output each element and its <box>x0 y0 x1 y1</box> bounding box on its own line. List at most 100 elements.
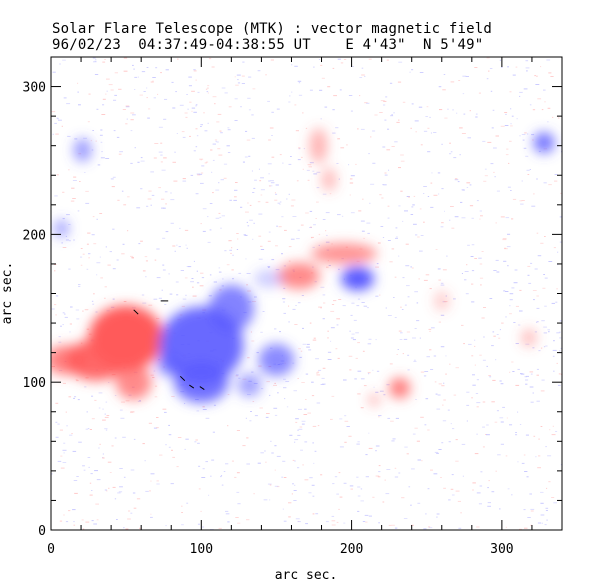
noise-speckle <box>127 196 130 198</box>
noise-speckle <box>555 301 558 303</box>
noise-speckle <box>316 402 321 404</box>
noise-speckle <box>330 327 335 329</box>
noise-speckle <box>221 285 224 287</box>
noise-speckle <box>322 193 327 195</box>
noise-speckle <box>474 67 478 68</box>
noise-speckle <box>207 216 209 218</box>
noise-speckle <box>404 304 407 306</box>
noise-speckle <box>379 112 383 113</box>
noise-speckle <box>156 248 160 250</box>
noise-speckle <box>269 127 274 129</box>
noise-speckle <box>427 429 430 431</box>
noise-speckle <box>282 301 285 303</box>
noise-speckle <box>87 232 91 234</box>
noise-speckle <box>202 468 205 470</box>
noise-speckle <box>332 109 335 111</box>
noise-speckle <box>373 386 375 388</box>
noise-speckle <box>76 318 80 320</box>
noise-speckle <box>292 459 295 461</box>
noise-speckle <box>348 95 353 96</box>
noise-speckle <box>274 192 276 194</box>
noise-speckle <box>117 492 121 494</box>
noise-speckle <box>273 384 277 386</box>
noise-speckle <box>227 425 229 427</box>
noise-speckle <box>436 408 441 410</box>
noise-speckle <box>499 417 504 419</box>
noise-speckle <box>506 246 511 248</box>
noise-speckle <box>337 357 340 359</box>
noise-speckle <box>320 474 323 476</box>
noise-speckle <box>372 130 376 132</box>
noise-speckle <box>315 218 317 219</box>
noise-speckle <box>246 221 248 223</box>
noise-speckle <box>277 202 281 204</box>
noise-speckle <box>411 468 415 470</box>
noise-speckle <box>421 460 423 462</box>
positive-polarity-region <box>115 364 152 400</box>
noise-speckle <box>231 460 234 462</box>
noise-speckle <box>449 219 451 221</box>
noise-speckle <box>523 88 528 90</box>
noise-speckle <box>470 256 474 257</box>
noise-speckle <box>349 194 351 196</box>
noise-speckle <box>385 493 390 495</box>
noise-speckle <box>290 238 295 240</box>
noise-speckle <box>472 489 474 491</box>
noise-speckle <box>346 426 350 427</box>
noise-speckle <box>105 429 108 431</box>
noise-speckle <box>63 97 67 99</box>
positive-polarity-region <box>389 377 411 399</box>
noise-speckle <box>460 512 462 514</box>
noise-speckle <box>310 236 314 238</box>
noise-speckle <box>62 191 65 193</box>
noise-speckle <box>411 206 414 208</box>
noise-speckle <box>443 399 446 401</box>
noise-speckle <box>125 528 129 530</box>
noise-speckle <box>536 368 539 370</box>
noise-speckle <box>251 170 253 172</box>
noise-speckle <box>61 242 63 244</box>
noise-speckle <box>505 217 510 219</box>
noise-speckle <box>383 104 386 106</box>
noise-speckle <box>519 95 521 97</box>
noise-speckle <box>186 94 188 95</box>
noise-speckle <box>339 89 342 91</box>
noise-speckle <box>87 428 90 429</box>
noise-speckle <box>201 477 206 478</box>
noise-speckle <box>267 266 271 268</box>
noise-speckle <box>366 307 369 309</box>
noise-speckle <box>78 285 81 287</box>
noise-speckle <box>71 433 73 435</box>
noise-speckle <box>387 315 392 316</box>
noise-speckle <box>312 442 314 444</box>
noise-speckle <box>349 485 354 487</box>
noise-speckle <box>236 472 240 474</box>
noise-speckle <box>403 338 408 340</box>
noise-speckle <box>486 365 488 367</box>
noise-speckle <box>186 247 188 249</box>
noise-speckle <box>494 421 498 423</box>
noise-speckle <box>332 132 336 134</box>
noise-speckle <box>339 446 344 448</box>
noise-speckle <box>176 244 178 246</box>
noise-speckle <box>459 127 463 129</box>
noise-speckle <box>491 401 495 403</box>
noise-speckle <box>142 270 146 272</box>
noise-speckle <box>557 264 559 266</box>
noise-speckle <box>220 179 224 181</box>
noise-speckle <box>504 125 509 126</box>
noise-speckle <box>100 141 103 143</box>
noise-speckle <box>527 517 531 518</box>
noise-speckle <box>102 104 105 106</box>
noise-speckle <box>367 372 371 374</box>
noise-speckle <box>360 407 364 409</box>
noise-speckle <box>283 477 287 478</box>
noise-speckle <box>419 208 422 210</box>
noise-speckle <box>268 173 270 175</box>
noise-speckle <box>443 74 446 75</box>
noise-speckle <box>307 412 311 414</box>
noise-speckle <box>252 192 255 193</box>
noise-speckle <box>530 510 534 512</box>
noise-speckle <box>112 486 116 488</box>
noise-speckle <box>301 156 303 158</box>
